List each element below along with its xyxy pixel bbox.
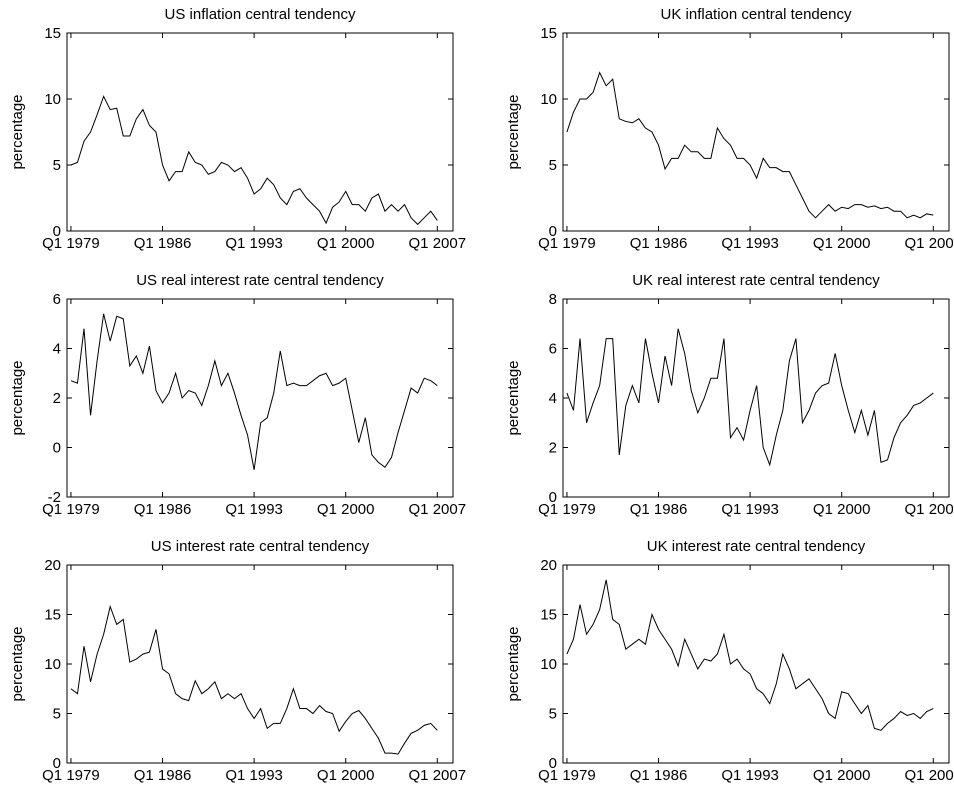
y-tick-label: 4 — [53, 341, 61, 358]
y-tick-label: 2 — [549, 440, 557, 457]
subplot: UK real interest rate central tendency pe… — [505, 272, 954, 518]
y-tick-label: 20 — [540, 557, 557, 574]
subplot: UK interest rate central tendency percent… — [505, 538, 954, 784]
x-tick-label: Q1 2000 — [813, 767, 871, 784]
x-tick-label: Q1 1993 — [721, 235, 779, 252]
x-tick-label: Q1 2000 — [813, 235, 871, 252]
subplot: US real interest rate central tendency pe… — [9, 272, 466, 518]
y-tick-label: 0 — [549, 489, 557, 506]
y-tick-label: 10 — [44, 656, 61, 673]
y-tick-label: 20 — [44, 557, 61, 574]
y-axis-label: percentage — [505, 94, 522, 169]
subplot-title: UK inflation central tendency — [661, 6, 852, 23]
y-tick-label: 0 — [549, 223, 557, 240]
y-tick-label: 5 — [53, 157, 61, 174]
y-tick-label: 15 — [540, 607, 557, 624]
x-tick-label: Q1 1993 — [721, 767, 779, 784]
data-line — [70, 95, 438, 226]
subplot: US inflation central tendency percentage 0… — [9, 6, 466, 252]
x-tick-label: Q1 2000 — [317, 235, 375, 252]
y-tick-label: 8 — [549, 291, 557, 308]
y-tick-label: 15 — [44, 607, 61, 624]
axes-box — [66, 32, 454, 232]
x-tick-label: Q1 2007 — [409, 767, 467, 784]
x-tick-label: Q1 2007 — [905, 501, 954, 518]
x-tick-label: Q1 1979 — [538, 767, 596, 784]
x-tick-label: Q1 1993 — [721, 501, 779, 518]
subplot-title: US interest rate central tendency — [151, 538, 370, 555]
y-tick-label: 15 — [44, 25, 61, 42]
x-tick-label: Q1 2007 — [905, 767, 954, 784]
data-line — [70, 604, 438, 755]
y-tick-label: 10 — [540, 656, 557, 673]
y-axis-label: percentage — [505, 360, 522, 435]
x-tick-label: Q1 1986 — [630, 501, 688, 518]
y-tick-label: 5 — [549, 706, 557, 723]
subplot: UK inflation central tendency percentage 0… — [505, 6, 954, 252]
data-line — [566, 328, 934, 467]
x-tick-label: Q1 2007 — [905, 235, 954, 252]
subplot-title: US inflation central tendency — [165, 6, 356, 23]
y-tick-label: 10 — [44, 91, 61, 108]
y-tick-label: 5 — [53, 706, 61, 723]
x-tick-label: Q1 1986 — [630, 235, 688, 252]
y-axis-label: percentage — [9, 94, 26, 169]
y-tick-label: 6 — [549, 341, 557, 358]
axes-box — [66, 298, 454, 498]
x-tick-label: Q1 1979 — [42, 235, 100, 252]
y-tick-label: 4 — [549, 390, 557, 407]
x-tick-label: Q1 1979 — [42, 767, 100, 784]
x-tick-label: Q1 1986 — [630, 767, 688, 784]
x-tick-label: Q1 1993 — [225, 501, 283, 518]
data-line — [70, 313, 438, 470]
y-tick-label: 0 — [53, 440, 61, 457]
axes-box — [562, 32, 950, 232]
y-axis-label: percentage — [9, 626, 26, 701]
y-tick-label: 10 — [540, 91, 557, 108]
x-tick-label: Q1 1979 — [42, 501, 100, 518]
x-tick-label: Q1 2000 — [317, 501, 375, 518]
y-tick-label: 6 — [53, 291, 61, 308]
y-tick-label: 5 — [549, 157, 557, 174]
subplot-title: US real interest rate central tendency — [136, 272, 384, 289]
x-tick-label: Q1 1993 — [225, 767, 283, 784]
x-tick-label: Q1 2007 — [409, 235, 467, 252]
x-tick-label: Q1 1979 — [538, 235, 596, 252]
x-tick-label: Q1 2007 — [409, 501, 467, 518]
axes-box — [562, 564, 950, 764]
x-tick-label: Q1 2000 — [317, 767, 375, 784]
subplot-title: UK real interest rate central tendency — [632, 272, 880, 289]
y-tick-label: -2 — [48, 489, 61, 506]
data-line — [566, 579, 934, 731]
y-axis-label: percentage — [505, 626, 522, 701]
y-tick-label: 0 — [53, 755, 61, 772]
axes-box — [66, 564, 454, 764]
subplot: US interest rate central tendency percent… — [9, 538, 466, 784]
x-tick-label: Q1 1993 — [225, 235, 283, 252]
data-line — [566, 71, 934, 219]
y-tick-label: 15 — [540, 25, 557, 42]
x-tick-label: Q1 1986 — [134, 501, 192, 518]
y-axis-label: percentage — [9, 360, 26, 435]
x-tick-label: Q1 2000 — [813, 501, 871, 518]
y-tick-label: 2 — [53, 390, 61, 407]
y-tick-label: 0 — [549, 755, 557, 772]
axes-box — [562, 298, 950, 498]
x-tick-label: Q1 1979 — [538, 501, 596, 518]
y-tick-label: 0 — [53, 223, 61, 240]
x-tick-label: Q1 1986 — [134, 235, 192, 252]
x-tick-label: Q1 1986 — [134, 767, 192, 784]
subplot-title: UK interest rate central tendency — [647, 538, 866, 555]
